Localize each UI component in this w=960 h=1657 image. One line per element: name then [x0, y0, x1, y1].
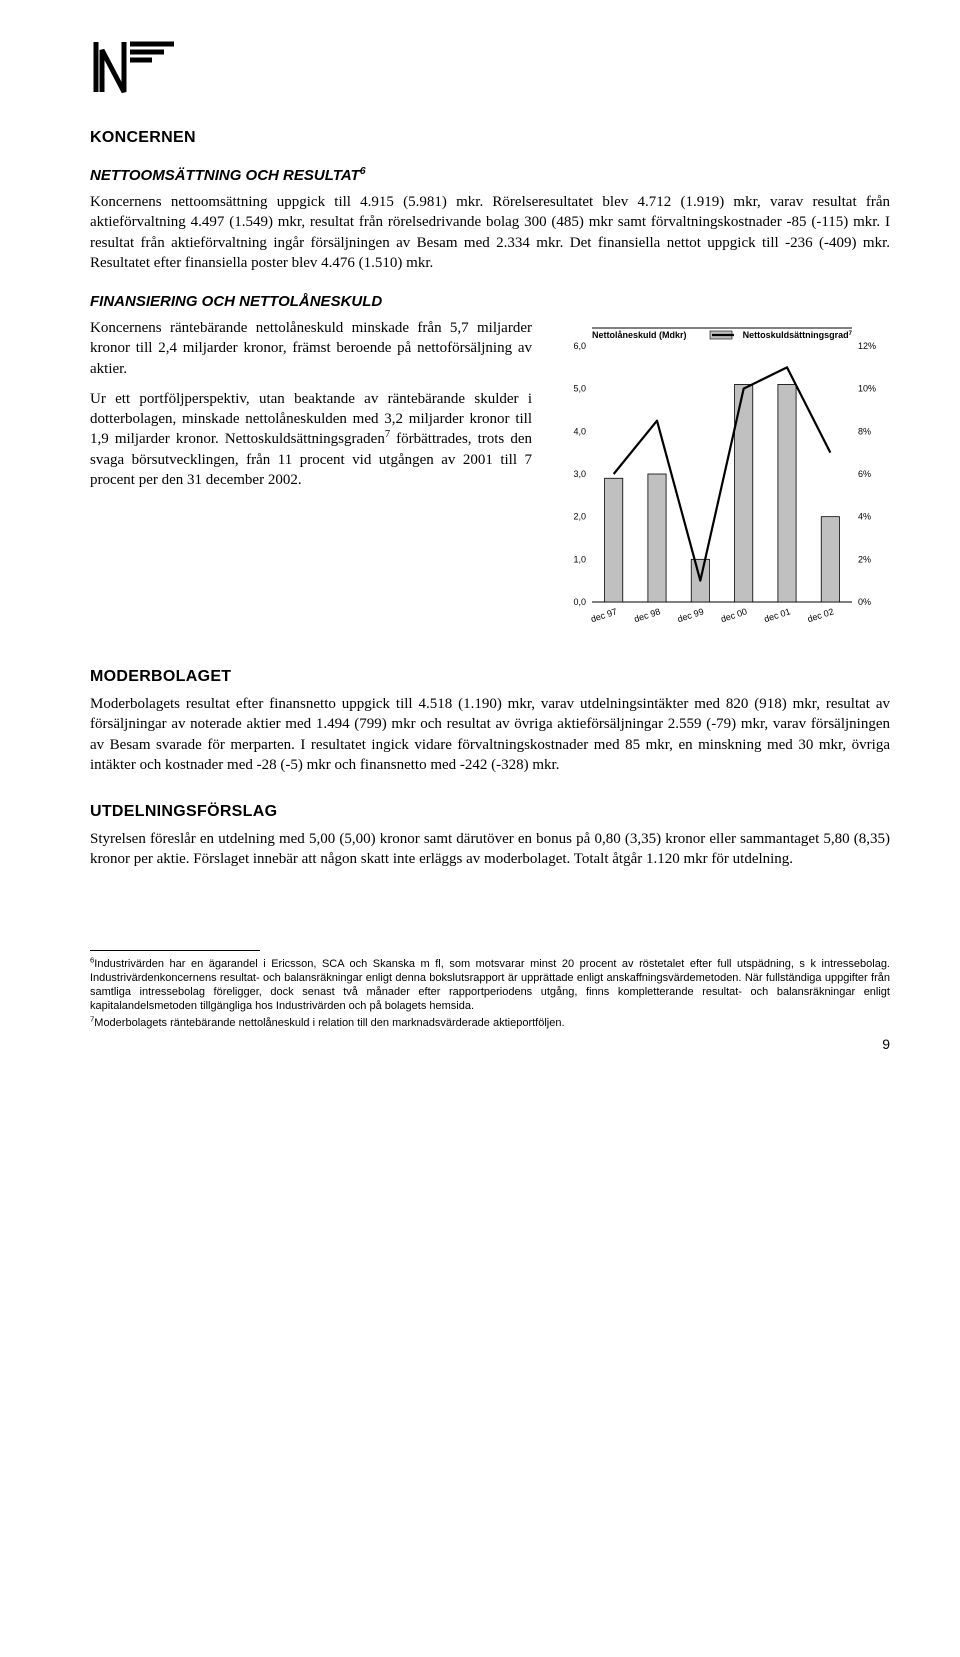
svg-text:2%: 2%: [858, 554, 871, 564]
footnote-ref-6: 6: [360, 165, 366, 177]
heading-moderbolaget: MODERBOLAGET: [90, 668, 890, 686]
svg-text:dec 01: dec 01: [763, 606, 792, 624]
footnote-6-text: Industrivärden har en ägarandel i Ericss…: [90, 958, 890, 1013]
paragraph-netto: Koncernens nettoomsättning uppgick till …: [90, 192, 890, 273]
footnote-6: 6Industrivärden har en ägarandel i Erics…: [90, 957, 890, 1014]
svg-text:0,0: 0,0: [573, 597, 586, 607]
svg-text:6%: 6%: [858, 469, 871, 479]
svg-text:2,0: 2,0: [573, 512, 586, 522]
paragraph-fin2: Ur ett portföljperspektiv, utan beaktand…: [90, 389, 532, 490]
heading-nettoomsattning-text: NETTOOMSÄTTNING OCH RESULTAT: [90, 167, 360, 184]
nettolaneskuld-chart: Nettolåneskuld (Mdkr) Nettoskuldsättnings…: [560, 318, 890, 628]
svg-text:4,0: 4,0: [573, 426, 586, 436]
page-number: 9: [882, 1036, 890, 1052]
heading-utdelning: UTDELNINGSFÖRSLAG: [90, 803, 890, 821]
svg-text:8%: 8%: [858, 426, 871, 436]
paragraph-moder: Moderbolagets resultat efter finansnetto…: [90, 694, 890, 775]
svg-text:Nettolåneskuld (Mdkr): Nettolåneskuld (Mdkr): [592, 330, 687, 340]
svg-text:dec 99: dec 99: [676, 606, 705, 624]
company-logo: [90, 40, 890, 99]
svg-text:dec 02: dec 02: [806, 606, 835, 624]
svg-text:dec 00: dec 00: [719, 606, 748, 624]
document-page: KONCERNEN NETTOOMSÄTTNING OCH RESULTAT6 …: [0, 0, 960, 1082]
svg-text:12%: 12%: [858, 341, 876, 351]
two-column-block: Koncernens räntebärande nettolåneskuld m…: [90, 318, 890, 628]
heading-nettoomsattning: NETTOOMSÄTTNING OCH RESULTAT6: [90, 167, 890, 184]
svg-text:5,0: 5,0: [573, 384, 586, 394]
svg-text:dec 97: dec 97: [589, 606, 618, 624]
svg-text:3,0: 3,0: [573, 469, 586, 479]
footnote-7-text: Moderbolagets räntebärande nettolåneskul…: [94, 1017, 564, 1029]
svg-text:6,0: 6,0: [573, 341, 586, 351]
footnote-divider: [90, 950, 260, 951]
footnote-7: 7Moderbolagets räntebärande nettolånesku…: [90, 1016, 890, 1030]
logo-svg: [90, 40, 174, 94]
svg-text:0%: 0%: [858, 597, 871, 607]
chart-container: Nettolåneskuld (Mdkr) Nettoskuldsättnings…: [560, 318, 890, 628]
heading-finansiering: FINANSIERING OCH NETTOLÅNESKULD: [90, 293, 890, 310]
svg-text:4%: 4%: [858, 512, 871, 522]
paragraph-fin1: Koncernens räntebärande nettolåneskuld m…: [90, 318, 532, 379]
heading-koncernen: KONCERNEN: [90, 129, 890, 147]
svg-text:10%: 10%: [858, 384, 876, 394]
svg-text:Nettoskuldsättningsgrad7: Nettoskuldsättningsgrad7: [743, 330, 853, 340]
svg-text:dec 98: dec 98: [633, 606, 662, 624]
paragraph-utd: Styrelsen föreslår en utdelning med 5,00…: [90, 829, 890, 870]
svg-text:1,0: 1,0: [573, 554, 586, 564]
finance-text-column: Koncernens räntebärande nettolåneskuld m…: [90, 318, 532, 500]
